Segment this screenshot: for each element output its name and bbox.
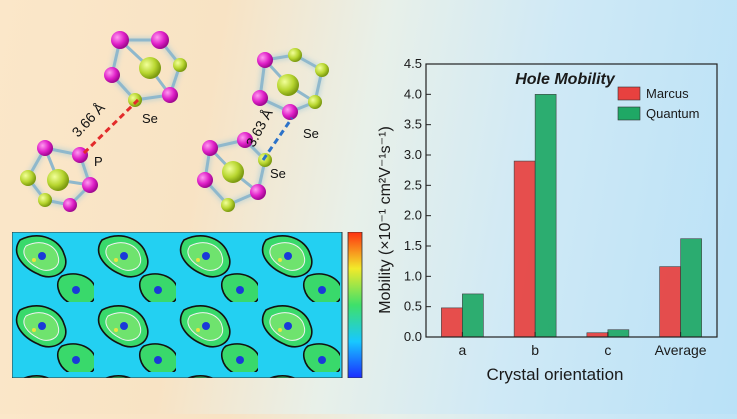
right-top-cage: [252, 48, 329, 120]
x-axis-label: Crystal orientation: [486, 365, 623, 384]
left-contact-line: [82, 98, 140, 155]
y-axis-label: Mobility (×10⁻¹ cm²V⁻¹s⁻¹): [377, 126, 394, 314]
x-tick-label: Average: [655, 342, 707, 358]
y-tick-label: 1.5: [404, 238, 422, 253]
color-scale-bar: [347, 231, 363, 379]
left-distance-label: 3.66 Å: [68, 99, 108, 140]
legend: Marcus Quantum: [617, 86, 699, 121]
bar-marcus-a: [441, 307, 463, 338]
bar-marcus-average: [659, 266, 681, 338]
bar-quantum-average: [680, 238, 702, 338]
density-contour-map: [11, 231, 343, 379]
legend-swatch-quantum: [617, 106, 641, 121]
left-top-cage: [104, 31, 187, 107]
legend-label-quantum: Quantum: [646, 106, 699, 121]
molecule-structures: 3.66 Å Se P: [0, 0, 360, 225]
y-tick-label: 4.5: [404, 56, 422, 71]
bar-marcus-b: [513, 160, 536, 338]
bar-marcus-c: [586, 332, 609, 338]
left-bottom-cage: [20, 140, 98, 212]
y-tick-label: 4.0: [404, 86, 422, 101]
x-tick-label: a: [458, 342, 466, 358]
bar-quantum-a: [462, 293, 484, 338]
right-se-top-label: Se: [303, 126, 319, 141]
chart-title: Hole Mobility: [515, 71, 616, 88]
y-tick-label: 3.5: [404, 117, 422, 132]
x-tick-label: b: [531, 342, 539, 358]
right-distance-label: 3.63 Å: [243, 106, 276, 150]
density-map: [11, 231, 368, 379]
y-tick-label: 2.0: [404, 208, 422, 223]
y-tick-label: 1.0: [404, 268, 422, 283]
y-tick-label: 0.0: [404, 329, 422, 344]
x-tick-label: c: [604, 342, 611, 358]
legend-swatch-marcus: [617, 86, 641, 101]
mobility-chart: 0.0 0.5 1.0 1.5 2.0 2.5 3.0 3.5 4.0 4.5 a b c Average…: [370, 40, 737, 414]
legend-label-marcus: Marcus: [646, 86, 689, 101]
y-tick-label: 0.5: [404, 299, 422, 314]
left-p-label: P: [94, 154, 103, 169]
y-tick-label: 2.5: [404, 177, 422, 192]
y-tick-label: 3.0: [404, 147, 422, 162]
plot-frame: [425, 63, 718, 338]
bar-quantum-b: [534, 94, 557, 338]
right-se-bottom-label: Se: [270, 166, 286, 181]
right-bottom-cage: [197, 132, 272, 212]
right-contact-line: [261, 117, 294, 161]
bar-quantum-c: [607, 329, 630, 338]
left-se-label: Se: [142, 111, 158, 126]
